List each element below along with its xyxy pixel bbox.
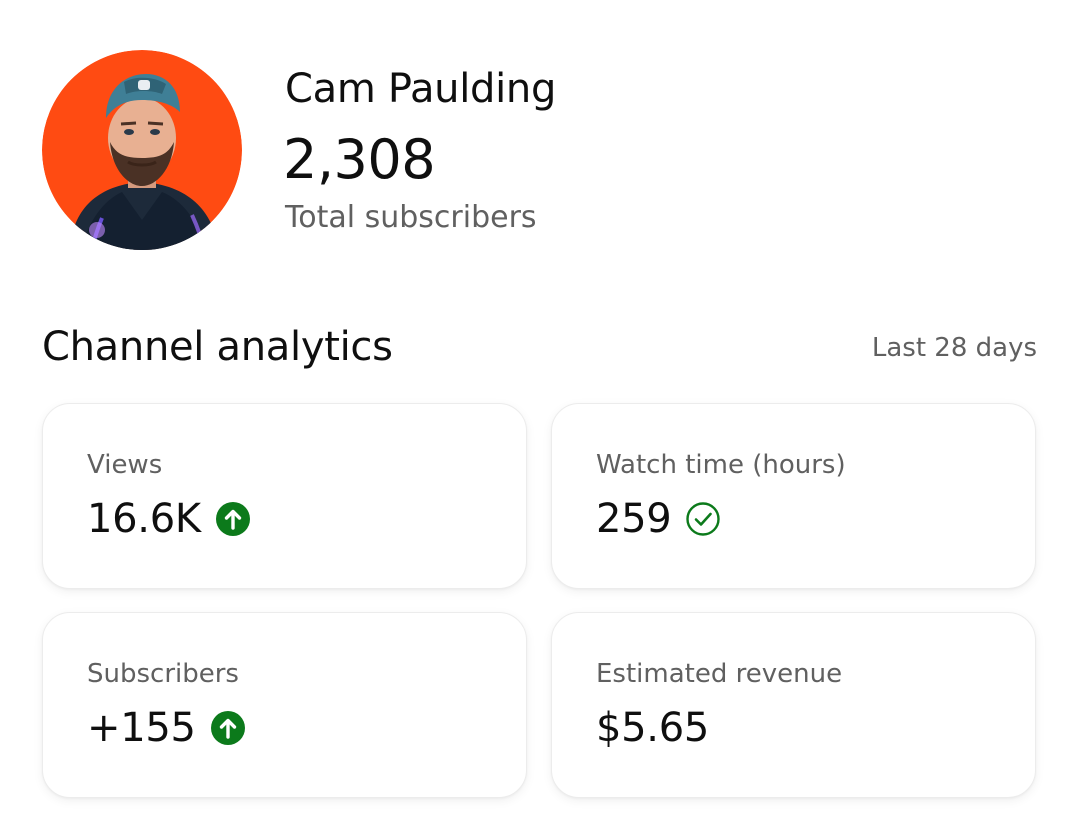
section-title: Channel analytics [42, 324, 393, 370]
views-value: 16.6K [87, 496, 201, 542]
estimated-revenue-value-row: $5.65 [596, 705, 709, 751]
watch-time-value-row: 259 [596, 496, 721, 542]
estimated-revenue-value: $5.65 [596, 705, 710, 751]
avatar-illustration [42, 50, 242, 250]
subscribers-value: +155 [87, 705, 196, 751]
watch-time-value: 259 [596, 496, 672, 542]
channel-avatar[interactable] [42, 50, 242, 250]
subscribers-card[interactable]: Subscribers +155 [42, 612, 527, 798]
total-subscribers-label: Total subscribers [285, 200, 537, 235]
arrow-up-circle-icon [215, 501, 251, 537]
watch-time-card[interactable]: Watch time (hours) 259 [551, 403, 1036, 589]
check-circle-icon [685, 501, 721, 537]
views-card[interactable]: Views 16.6K [42, 403, 527, 589]
subscribers-value-row: +155 [87, 705, 246, 751]
estimated-revenue-card[interactable]: Estimated revenue $5.65 [551, 612, 1036, 798]
estimated-revenue-label: Estimated revenue [596, 659, 843, 689]
subscribers-label: Subscribers [87, 659, 239, 689]
channel-name: Cam Paulding [285, 66, 557, 112]
watch-time-label: Watch time (hours) [596, 450, 846, 480]
arrow-up-circle-icon [210, 710, 246, 746]
period-label: Last 28 days [871, 333, 1037, 363]
total-subscriber-count: 2,308 [283, 128, 436, 191]
views-value-row: 16.6K [87, 496, 251, 542]
views-label: Views [87, 450, 163, 480]
